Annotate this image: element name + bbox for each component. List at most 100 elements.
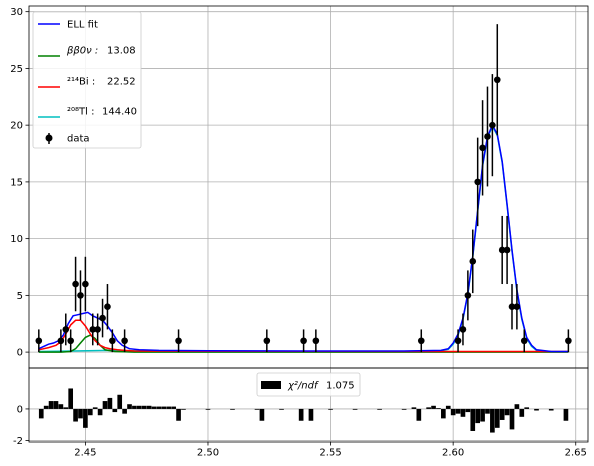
residual-bar <box>43 405 49 409</box>
residual-bar <box>181 408 186 410</box>
data-points <box>35 24 572 353</box>
residual-bar <box>401 408 407 410</box>
residual-bar <box>146 405 152 409</box>
residual-bar <box>416 408 422 421</box>
residual-bar <box>136 405 142 409</box>
residual-bar <box>279 408 284 410</box>
residual-bar <box>328 408 333 410</box>
residual-bars <box>38 388 569 433</box>
residual-bar <box>83 408 88 428</box>
data-point <box>77 292 84 299</box>
x-tick-label: 2.45 <box>74 448 96 459</box>
data-point <box>72 280 79 288</box>
legend-bi-value: 22.52 <box>107 77 136 88</box>
data-point <box>469 258 477 265</box>
legend-fit-label: ELL fit <box>67 20 98 31</box>
series-line-bb0v <box>38 334 569 353</box>
residual-bar <box>63 407 69 409</box>
data-point <box>489 121 496 129</box>
data-point <box>89 326 97 333</box>
residual-bar <box>308 408 314 421</box>
residual-bar <box>176 408 181 421</box>
residual-legend-value: 1.075 <box>326 381 355 392</box>
data-point <box>454 337 462 345</box>
residual-bar <box>460 408 466 417</box>
x-tick-label: 2.65 <box>565 448 587 459</box>
data-point <box>67 337 74 345</box>
data-point <box>82 280 89 288</box>
data-point <box>121 337 128 345</box>
residual-bar <box>58 404 64 409</box>
legend-bb0v-label: ββ0ν : <box>66 46 98 57</box>
residual-bar <box>87 408 93 416</box>
residual-bar <box>441 408 446 419</box>
residual-bar <box>426 407 431 409</box>
residual-bar <box>171 406 176 409</box>
data-point <box>175 337 182 345</box>
residual-bar <box>151 406 157 409</box>
series-line-tl <box>38 124 569 353</box>
residual-bar <box>524 407 530 409</box>
main-y-tick-label: 20 <box>10 121 23 132</box>
residual-y-ticks: -2 0 <box>13 404 29 447</box>
residual-bar <box>53 401 59 409</box>
main-y-tick-label: 15 <box>10 177 23 188</box>
residual-legend-swatch <box>261 381 281 389</box>
residual-bar <box>563 408 569 421</box>
residual-bar <box>259 408 265 421</box>
residual-bar <box>411 407 417 409</box>
residual-bar <box>548 408 554 411</box>
data-point <box>513 303 521 311</box>
series-line-fit <box>38 123 569 353</box>
data-point <box>312 337 320 345</box>
main-y-tick-label: 10 <box>10 234 23 245</box>
main-y-tick-label: 25 <box>10 64 23 75</box>
residual-bar <box>127 404 132 409</box>
residual-bar <box>514 404 520 409</box>
residual-bar <box>352 408 358 410</box>
residual-bar <box>132 405 137 409</box>
residual-legend-label: χ²/ndf <box>287 381 319 392</box>
residual-bar <box>494 408 500 428</box>
x-tick-label: 2.50 <box>197 448 219 459</box>
data-point <box>109 337 116 345</box>
legend-box <box>32 11 142 149</box>
residual-bar <box>122 408 127 414</box>
residual-bar <box>436 408 441 409</box>
main-y-tick-label: 30 <box>10 7 23 18</box>
data-point <box>565 337 572 345</box>
data-point <box>520 337 528 345</box>
data-point <box>493 76 501 84</box>
residual-bar <box>38 408 44 419</box>
residual-bar <box>48 401 54 409</box>
data-point <box>503 246 511 254</box>
data-point <box>474 178 481 186</box>
residual-bar <box>161 406 167 409</box>
residual-y-tick-label: 0 <box>17 404 23 415</box>
legend-bi-label: ²¹⁴Bi : <box>67 77 95 88</box>
residual-bar <box>141 405 147 409</box>
x-tick-label: 2.60 <box>442 448 464 459</box>
data-point <box>417 337 425 345</box>
residual-bar <box>73 408 78 422</box>
residual-bar <box>107 397 113 409</box>
data-point <box>459 326 467 333</box>
data-point <box>464 292 472 299</box>
residual-bar <box>450 408 456 416</box>
main-y-ticks: 0 5 10 15 20 25 30 <box>10 7 29 359</box>
legend-data-label: data <box>67 134 90 145</box>
residual-bar <box>465 408 471 413</box>
residual-bar <box>78 408 83 419</box>
residual-bar <box>504 408 510 416</box>
residual-bar <box>298 408 304 421</box>
residual-bar <box>485 408 490 414</box>
residual-bar <box>534 408 539 411</box>
legend: ELL fit ββ0ν : 13.08 ²¹⁴Bi : 22.52 ²⁰⁸Tl… <box>32 11 142 149</box>
residual-plot-panel: -2 0 2.45 2.50 2.55 2.60 2.65 χ²/ndf 1.075 <box>13 367 589 459</box>
residual-y-tick-label: -2 <box>13 436 23 447</box>
residual-bar <box>117 394 123 409</box>
x-tick-label: 2.55 <box>319 448 341 459</box>
residual-bar <box>230 408 235 410</box>
residual-legend: χ²/ndf 1.075 <box>256 372 361 397</box>
